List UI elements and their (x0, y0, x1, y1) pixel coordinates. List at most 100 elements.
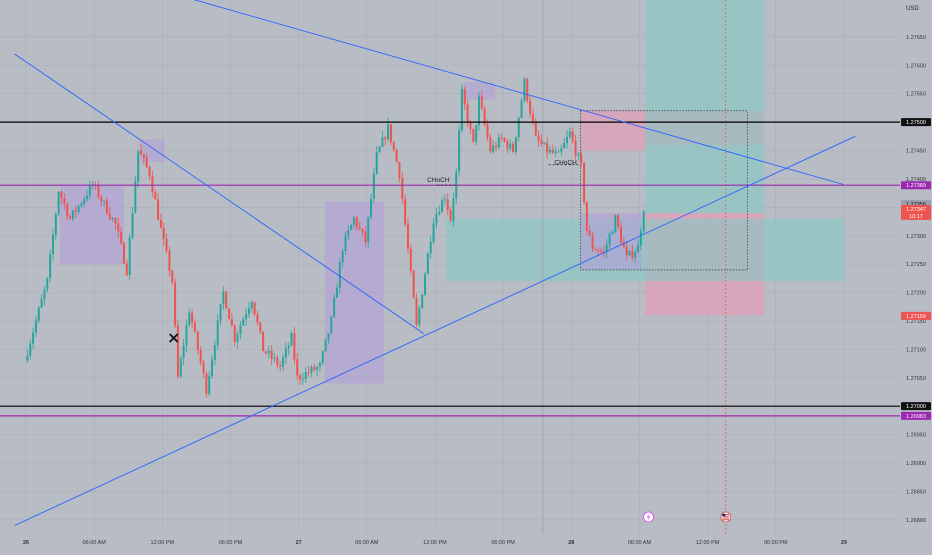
candle-body (429, 241, 432, 254)
price-label-text: 1.27159 (906, 314, 926, 320)
candle-body (247, 308, 250, 315)
candle-body (384, 137, 387, 140)
zone-zone (60, 184, 124, 265)
trendline[interactable] (185, 0, 845, 186)
candle-body (287, 345, 290, 349)
candle-body (537, 135, 540, 141)
candle-body (628, 250, 631, 256)
candle-body (625, 247, 628, 256)
candle-body (418, 308, 421, 325)
candle-body (341, 250, 344, 263)
candle-body (614, 215, 617, 232)
price-label-box (901, 311, 931, 320)
trendlines[interactable] (14, 0, 856, 526)
price-label-text: 10:17 (909, 214, 923, 220)
candle-body (512, 143, 515, 153)
candle-body (120, 231, 123, 243)
lightning-glyph (646, 513, 651, 521)
us-flag-stripe (722, 515, 730, 517)
candle-body (639, 231, 642, 245)
zones (60, 0, 844, 534)
candle-body (634, 252, 637, 258)
candle-body (134, 181, 137, 213)
candle-body (34, 320, 37, 333)
candle-body (546, 142, 549, 153)
us-flag-stripe (722, 517, 730, 519)
candle-body (168, 250, 171, 271)
candle-body (185, 325, 188, 346)
candle-body (105, 200, 108, 214)
candle-body (125, 263, 128, 275)
candle-body (588, 230, 591, 236)
choch-label: CHoCH (554, 160, 577, 167)
candle-body (273, 357, 276, 359)
candle-body (111, 218, 114, 220)
time-tick-label: 12:00 PM (696, 540, 720, 546)
candle-body (77, 205, 80, 212)
candle-body (279, 365, 282, 367)
candle-body (108, 213, 111, 219)
candle-body (540, 140, 543, 145)
price-label-box (901, 402, 931, 411)
price-label-text: 1.27389 (906, 183, 926, 189)
axes: USD 1.27650 1.27600 1.27550 1.27500 1.27450 1… (23, 6, 931, 546)
candle-body (293, 333, 296, 360)
candle-body (182, 345, 185, 359)
candle-body (233, 325, 236, 342)
candle-body (321, 351, 324, 364)
candle-body (367, 217, 370, 243)
candle-body (577, 154, 580, 156)
candle-body (602, 251, 605, 253)
candle-body (26, 355, 29, 361)
price-label-text: 1.27500 (906, 120, 926, 126)
candle-body (529, 100, 532, 114)
price-label-text: 1.27000 (906, 404, 926, 410)
candle-body (398, 162, 401, 178)
candle-body (32, 332, 35, 344)
candle-body (495, 145, 498, 148)
us-flag-stripe (722, 519, 730, 521)
candle-body (338, 262, 341, 288)
candle-body (316, 366, 319, 370)
candle-body (432, 223, 435, 242)
candle-body (114, 218, 117, 224)
candle-body (40, 298, 43, 308)
candle-body (600, 251, 603, 253)
candle-body (213, 345, 216, 360)
time-tick-label: 12:00 PM (423, 540, 447, 546)
candle-body (313, 366, 316, 370)
price-tick-label: 1.27100 (906, 347, 926, 353)
candle-body (211, 359, 214, 377)
trendline[interactable] (14, 135, 856, 526)
candle-body (202, 362, 205, 374)
candle-body (449, 209, 452, 221)
candle-body (88, 185, 91, 196)
candle-body (554, 151, 557, 154)
candle-body (517, 117, 520, 138)
candle-body (466, 104, 469, 123)
candle-body (372, 173, 375, 199)
candle-body (594, 249, 597, 251)
price-tick-label: 1.27300 (906, 234, 926, 240)
candle-body (208, 376, 211, 394)
candle-body (597, 250, 600, 252)
candle-body (472, 128, 475, 142)
candle-body (463, 88, 466, 105)
candle-body (335, 287, 338, 298)
time-tick-label: 27 (296, 540, 302, 546)
candle-body (483, 108, 486, 125)
candle-body (267, 350, 270, 354)
us-flag-icon[interactable] (720, 511, 732, 523)
x-marker (169, 333, 179, 343)
candle-body (392, 142, 395, 150)
candle-body (514, 137, 517, 153)
trendline[interactable] (14, 53, 424, 334)
candle-body (86, 195, 89, 200)
time-axis-background (0, 534, 900, 550)
time-tick-label: 06:00 AM (355, 540, 379, 546)
candle-body (327, 333, 330, 340)
candle-body (574, 140, 577, 156)
candle-body (503, 138, 506, 142)
